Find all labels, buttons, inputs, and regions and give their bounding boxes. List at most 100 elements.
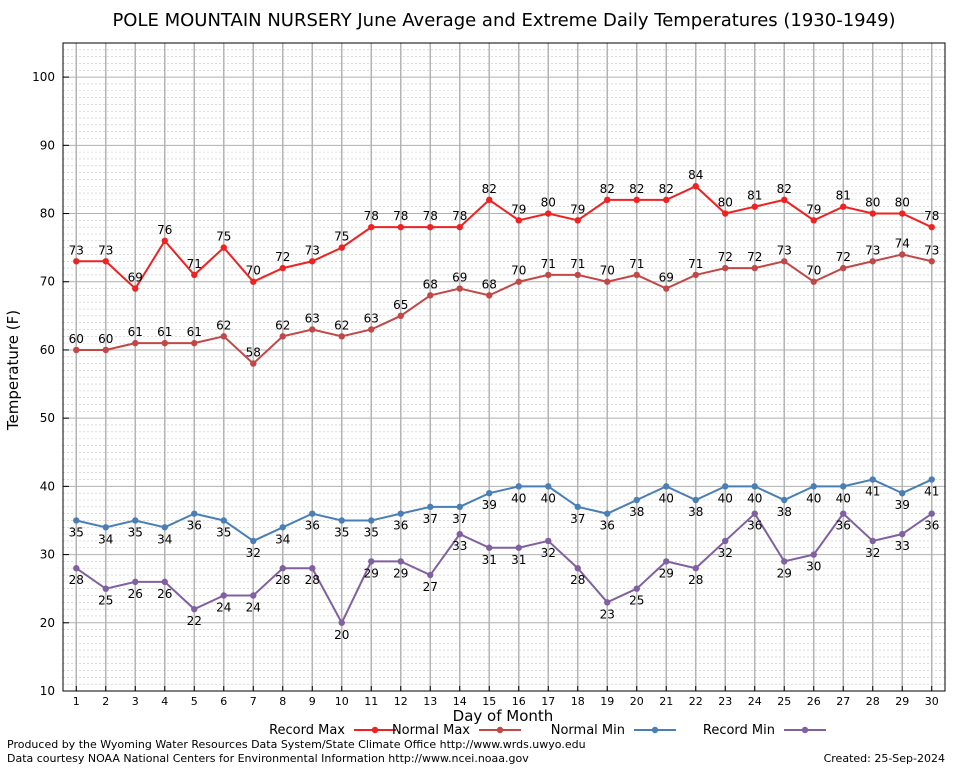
- series-record-max: 73 73 69 76 71 75 70 72 73 75 78 78 78 78 82 79 80 79 82 82…: [69, 168, 939, 292]
- x-tick-label: 8: [279, 695, 286, 708]
- x-tick-label: 1: [73, 695, 80, 708]
- x-tick-label: 18: [571, 695, 585, 708]
- legend-swatch-point: [651, 726, 659, 734]
- record-max-point: [427, 223, 434, 231]
- footer-produced-by: Produced by the Wyoming Water Resources …: [7, 738, 586, 751]
- x-tick-label: 15: [482, 695, 496, 708]
- normal-max-point: [486, 292, 493, 299]
- record-max-data-label: 82: [629, 182, 644, 196]
- normal-min-point: [338, 517, 345, 524]
- record-min-data-label: 32: [865, 546, 880, 560]
- normal-min-data-label: 38: [688, 505, 703, 519]
- normal-max-point: [692, 271, 699, 279]
- x-tick-label: 30: [925, 695, 939, 708]
- record-max-data-label: 78: [452, 209, 467, 223]
- normal-max-data-label: 65: [393, 298, 408, 312]
- record-min-point: [722, 537, 729, 545]
- record-max-data-label: 73: [98, 243, 113, 257]
- record-max-point: [692, 183, 699, 190]
- y-tick-label: 50: [40, 411, 55, 425]
- x-tick-label: 9: [309, 695, 316, 708]
- record-min-point: [73, 565, 80, 572]
- record-max-data-label: 81: [747, 189, 762, 203]
- record-min-point: [161, 578, 168, 586]
- record-max-point: [810, 217, 817, 224]
- x-axis-label: Day of Month: [453, 707, 554, 725]
- series-normal-max: 60 60 61 61 61 62 58 62 63 62 63 65 68 69 68 70 71 71 70 71…: [69, 236, 939, 367]
- record-min-point: [220, 592, 227, 599]
- normal-min-data-label: 34: [275, 532, 290, 546]
- record-max-data-label: 82: [600, 182, 615, 196]
- record-max-point: [73, 258, 80, 265]
- record-min-data-label: 36: [747, 519, 762, 533]
- record-min-point: [692, 565, 699, 572]
- record-max-data-label: 72: [275, 250, 290, 264]
- record-min-data-label: 31: [511, 553, 526, 567]
- normal-min-data-label: 41: [924, 485, 939, 499]
- record-min-data-label: 25: [629, 594, 644, 608]
- record-min-data-label: 25: [98, 594, 113, 608]
- normal-min-data-label: 35: [364, 525, 379, 539]
- normal-max-data-label: 58: [246, 346, 261, 360]
- x-tick-label: 26: [807, 695, 821, 708]
- record-max-point: [279, 264, 286, 272]
- record-min-line: [75, 512, 933, 625]
- x-tick-label: 14: [453, 695, 467, 708]
- x-tick-label: 23: [718, 695, 732, 708]
- normal-min-point: [633, 496, 640, 504]
- record-max-data-label: 71: [187, 257, 202, 271]
- normal-max-point: [545, 271, 552, 279]
- normal-min-point: [132, 517, 139, 524]
- record-max-data-label: 75: [334, 230, 349, 244]
- record-min-data-label: 29: [659, 566, 674, 580]
- record-max-point: [633, 196, 640, 204]
- legend-label: Normal Max: [392, 723, 470, 738]
- record-max-point: [928, 223, 935, 231]
- normal-min-point: [663, 483, 670, 490]
- normal-min-point: [73, 517, 80, 524]
- record-min-point: [486, 544, 493, 551]
- normal-min-point: [928, 476, 935, 483]
- normal-min-data-label: 36: [305, 519, 320, 533]
- record-max-data-label: 84: [688, 168, 703, 182]
- footer-data-courtesy: Data courtesy NOAA National Centers for …: [7, 752, 529, 765]
- record-min-data-label: 29: [393, 566, 408, 580]
- x-tick-label: 19: [600, 695, 614, 708]
- normal-max-point: [751, 264, 758, 272]
- normal-min-point: [810, 483, 817, 490]
- normal-max-data-label: 69: [452, 271, 467, 285]
- normal-min-point: [102, 524, 109, 531]
- normal-min-data-label: 37: [452, 512, 467, 526]
- record-min-point: [309, 565, 316, 572]
- record-min-point: [250, 592, 257, 599]
- x-tick-label: 11: [364, 695, 378, 708]
- normal-min-point: [869, 476, 876, 483]
- record-min-point: [604, 599, 611, 606]
- y-tick-label: 80: [40, 207, 55, 221]
- x-tick-label: 21: [659, 695, 673, 708]
- record-min-point: [928, 510, 935, 517]
- normal-max-point: [663, 285, 670, 292]
- series-record-min: 28 25 26 26 22 24 24 28 28 20 29 29 27 33 31 31 32 28 23 25…: [69, 510, 939, 642]
- record-max-point: [486, 196, 493, 204]
- normal-max-point: [604, 278, 611, 285]
- footer-created-date: Created: 25-Sep-2024: [824, 752, 945, 765]
- record-max-point: [132, 285, 139, 292]
- normal-min-point: [161, 524, 168, 531]
- record-min-data-label: 29: [777, 566, 792, 580]
- normal-max-point: [722, 264, 729, 272]
- x-tick-label: 22: [689, 695, 703, 708]
- record-min-point: [869, 537, 876, 545]
- record-max-point: [899, 210, 906, 217]
- normal-max-point: [515, 278, 522, 285]
- record-min-data-label: 28: [275, 573, 290, 587]
- x-tick-label: 16: [512, 695, 526, 708]
- normal-min-point: [840, 483, 847, 490]
- normal-max-data-label: 71: [570, 257, 585, 271]
- normal-min-point: [191, 510, 198, 517]
- normal-min-data-label: 41: [865, 485, 880, 499]
- record-min-point: [397, 558, 404, 565]
- record-max-data-label: 81: [836, 189, 851, 203]
